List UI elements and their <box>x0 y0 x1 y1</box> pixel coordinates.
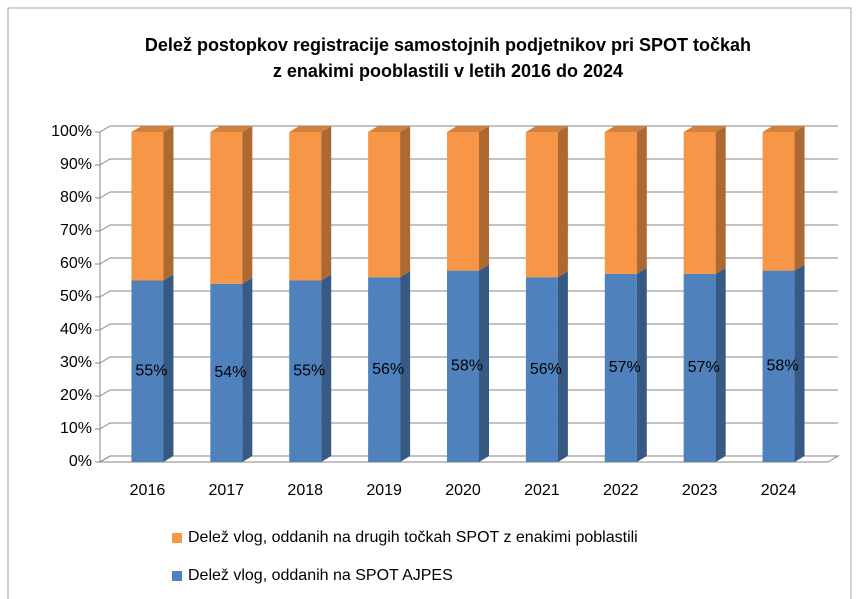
y-tick-label: 100% <box>51 123 92 140</box>
bar-side <box>557 126 568 278</box>
y-tick-label: 30% <box>60 354 92 371</box>
y-tick-label: 80% <box>60 189 92 206</box>
bar <box>210 283 243 462</box>
bar-top <box>683 126 726 132</box>
data-label: 58% <box>451 358 483 375</box>
bar-side <box>794 264 805 462</box>
bar-side <box>715 267 726 462</box>
data-label: 58% <box>767 358 799 375</box>
x-tick-label: 2016 <box>130 482 166 499</box>
bar <box>683 273 716 462</box>
bar <box>289 280 322 462</box>
bar <box>210 132 243 284</box>
bar-side <box>794 126 805 271</box>
bar <box>762 132 795 271</box>
bar-side <box>557 271 568 462</box>
grid-line <box>99 323 838 331</box>
bar <box>368 277 401 462</box>
bar-top <box>210 126 253 132</box>
data-label: 57% <box>688 359 720 376</box>
bar <box>131 132 164 281</box>
x-tick-label: 2019 <box>366 482 402 499</box>
y-tick-label: 50% <box>60 288 92 305</box>
bar <box>368 132 401 278</box>
bar <box>447 132 479 271</box>
x-tick-label: 2021 <box>524 482 560 499</box>
bar <box>525 277 558 462</box>
legend-label: Delež vlog, oddanih na drugih točkah SPO… <box>188 529 638 546</box>
y-tick-label: 10% <box>60 420 92 437</box>
bar-side <box>479 126 489 271</box>
legend-swatch <box>172 533 182 543</box>
bar-side <box>636 267 647 462</box>
data-label: 56% <box>372 361 404 378</box>
bar <box>683 132 716 274</box>
bar-side <box>321 274 332 462</box>
bar <box>604 132 637 274</box>
bar-side <box>715 126 726 274</box>
grid-line <box>99 455 838 463</box>
data-label: 55% <box>293 362 325 379</box>
bar <box>447 270 479 462</box>
bar-side <box>400 126 411 278</box>
grid-line <box>99 290 838 298</box>
chart-title: Delež postopkov registracije samostojnih… <box>145 35 751 55</box>
bar-top <box>131 126 174 132</box>
bar-side <box>163 274 174 462</box>
grid-line <box>99 257 838 265</box>
y-tick-label: 70% <box>60 222 92 239</box>
x-tick-label: 2020 <box>445 482 481 499</box>
bar-top <box>525 126 568 132</box>
bar-top <box>368 126 411 132</box>
bar-side <box>636 126 647 274</box>
legend-swatch <box>172 571 182 581</box>
grid-line <box>99 224 838 232</box>
bar-top <box>604 126 647 132</box>
bar <box>604 273 637 462</box>
grid-line <box>99 125 838 133</box>
x-tick-label: 2022 <box>603 482 639 499</box>
bar-top <box>762 126 805 132</box>
y-tick-label: 90% <box>60 156 92 173</box>
bar <box>762 270 795 462</box>
data-label: 56% <box>530 361 562 378</box>
x-tick-label: 2018 <box>287 482 323 499</box>
grid-line <box>99 158 838 166</box>
grid-line <box>99 356 838 364</box>
x-tick-label: 2023 <box>682 482 718 499</box>
chart-title: z enakimi pooblastili v letih 2016 do 20… <box>273 61 623 81</box>
y-tick-label: 40% <box>60 321 92 338</box>
bar <box>131 280 164 462</box>
data-label: 57% <box>609 359 641 376</box>
data-label: 55% <box>135 362 167 379</box>
y-tick-label: 60% <box>60 255 92 272</box>
bar-side <box>242 277 253 462</box>
bar-side <box>400 271 411 462</box>
grid-line <box>99 422 838 430</box>
y-tick-label: 0% <box>69 453 92 470</box>
bar-side <box>479 264 489 462</box>
bar <box>525 132 558 278</box>
bar-top <box>289 126 332 132</box>
bar-side <box>242 126 253 284</box>
data-label: 54% <box>214 364 246 381</box>
x-tick-label: 2024 <box>761 482 797 499</box>
bar <box>289 132 322 281</box>
bar-top <box>447 126 489 132</box>
bar-side <box>163 126 174 281</box>
legend-label: Delež vlog, oddanih na SPOT AJPES <box>188 567 453 584</box>
grid-line <box>99 191 838 199</box>
grid-line <box>99 389 838 397</box>
y-tick-label: 20% <box>60 387 92 404</box>
bar-side <box>321 126 332 281</box>
x-tick-label: 2017 <box>209 482 245 499</box>
